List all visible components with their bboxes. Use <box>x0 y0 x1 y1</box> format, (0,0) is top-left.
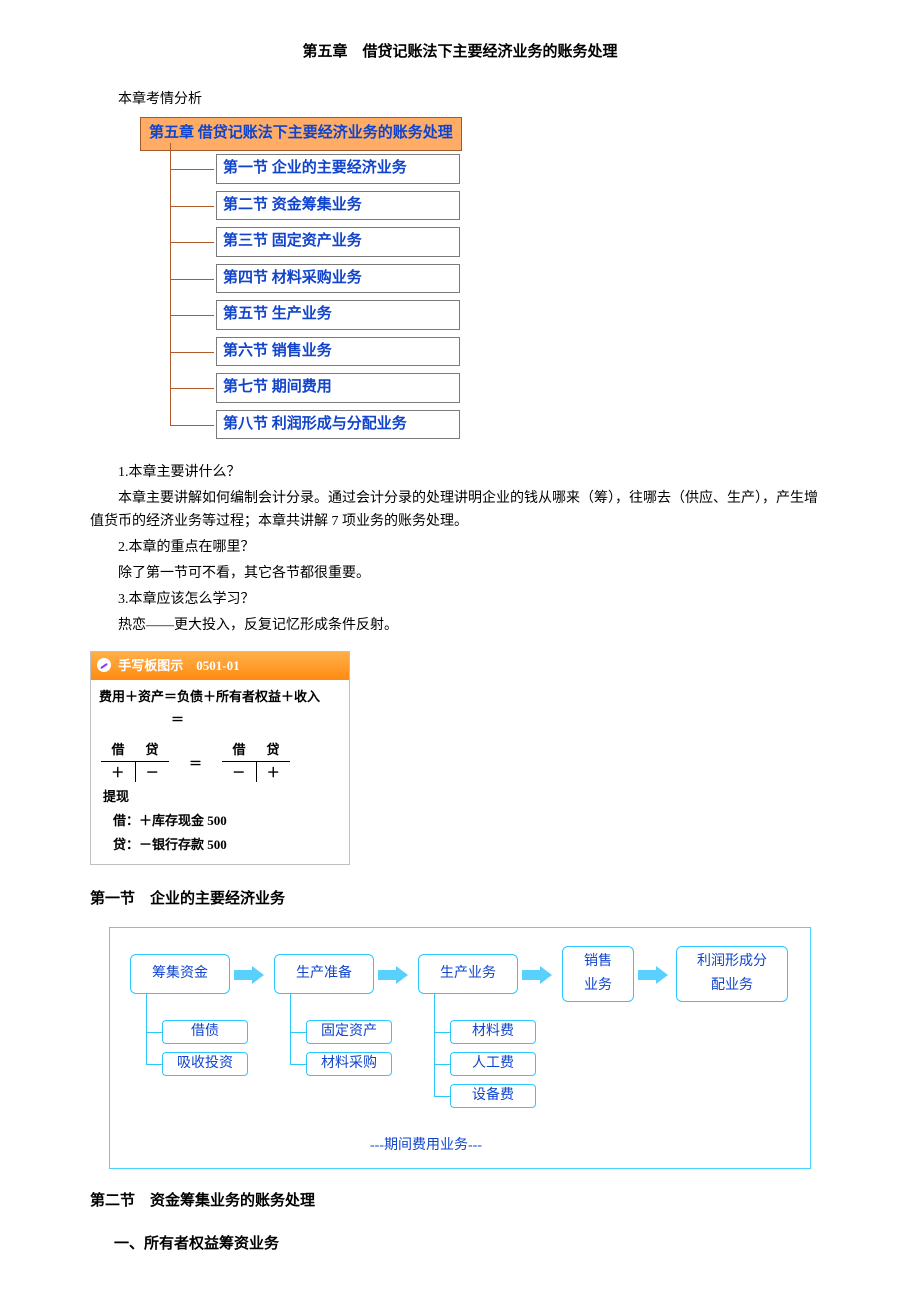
section-2-1-title: 一、所有者权益筹资业务 <box>114 1232 830 1258</box>
outline-root-box: 第五章 借贷记账法下主要经济业务的账务处理 <box>140 117 462 151</box>
handwriting-body: 费用＋资产＝负债＋所有者权益＋收入 ＝ 借 贷 ＋ － ＝ 借 贷 <box>91 680 349 864</box>
flow-subnode: 吸收投资 <box>162 1052 248 1076</box>
entry-cr: 贷：－银行存款 500 <box>113 834 341 856</box>
t-cr-sign: － <box>136 762 170 782</box>
section-1-title: 第一节 企业的主要经济业务 <box>90 887 830 913</box>
equals-center: ＝ <box>171 709 341 731</box>
flow-arrow-icon <box>234 966 264 984</box>
t-account-right: 借 贷 － ＋ <box>222 739 290 782</box>
outline-children: 第一节 企业的主要经济业务 第二节 资金筹集业务 第三节 固定资产业务 第四节 … <box>170 151 830 443</box>
flow-node-raise: 筹集资金 <box>130 954 230 994</box>
business-flow-diagram: 筹集资金 生产准备 生产业务 销售 业务利润形成分 配业务借债吸收投资 固定资产材料采购… <box>109 927 811 1169</box>
t-dr-sign: ＋ <box>101 762 136 782</box>
flow-arrow-icon <box>638 966 668 984</box>
t-cr-label: 贷 <box>135 739 169 761</box>
outline-item: 第六节 销售业务 <box>216 337 460 367</box>
chapter-outline: 第五章 借贷记账法下主要经济业务的账务处理 第一节 企业的主要经济业务 第二节 … <box>140 117 830 443</box>
flow-connector <box>290 1064 306 1065</box>
flow-subnode: 借债 <box>162 1020 248 1044</box>
outline-item: 第一节 企业的主要经济业务 <box>216 154 460 184</box>
flow-subnode: 设备费 <box>450 1084 536 1108</box>
t-dr-sign: － <box>222 762 257 782</box>
outline-item: 第二节 资金筹集业务 <box>216 191 460 221</box>
flow-subnode: 材料采购 <box>306 1052 392 1076</box>
flow-connector <box>146 1064 162 1065</box>
a3: 热恋——更大投入，反复记忆形成条件反射。 <box>90 614 830 638</box>
page-title: 第五章 借贷记账法下主要经济业务的账务处理 <box>90 40 830 66</box>
flow-connector <box>290 994 291 1064</box>
entry-dr: 借：＋库存现金 500 <box>113 810 341 832</box>
a1: 本章主要讲解如何编制会计分录。通过会计分录的处理讲明企业的钱从哪来（筹），往哪去… <box>90 487 830 535</box>
flow-arrow-icon <box>522 966 552 984</box>
t-account-left: 借 贷 ＋ － <box>101 739 169 782</box>
section-2-title: 第二节 资金筹集业务的账务处理 <box>90 1189 830 1215</box>
flow-subnode: 人工费 <box>450 1052 536 1076</box>
t-accounts-row: 借 贷 ＋ － ＝ 借 贷 － ＋ <box>101 739 341 782</box>
handwriting-panel: 手写板图示 0501-01 费用＋资产＝负债＋所有者权益＋收入 ＝ 借 贷 ＋ … <box>90 651 350 865</box>
flow-connector <box>434 1096 450 1097</box>
flow-subnode: 材料费 <box>450 1020 536 1044</box>
a2: 除了第一节可不看，其它各节都很重要。 <box>90 562 830 586</box>
flow-connector <box>146 994 147 1064</box>
t-dr-label: 借 <box>101 739 135 761</box>
flow-connector <box>434 994 435 1096</box>
flow-node-profit: 利润形成分 配业务 <box>676 946 788 1002</box>
handwriting-header-text: 手写板图示 0501-01 <box>118 658 239 673</box>
t-dr-label: 借 <box>222 739 256 761</box>
flow-footer-label: ---期间费用业务--- <box>370 1134 482 1158</box>
outline-item: 第五节 生产业务 <box>216 300 460 330</box>
intro-heading: 本章考情分析 <box>90 88 830 112</box>
flow-arrow-icon <box>378 966 408 984</box>
handwriting-header: 手写板图示 0501-01 <box>91 652 349 680</box>
flow-node-sale: 销售 业务 <box>562 946 634 1002</box>
flow-connector <box>434 1064 450 1065</box>
flow-node-prep: 生产准备 <box>274 954 374 994</box>
t-cr-label: 贷 <box>256 739 290 761</box>
outline-item: 第三节 固定资产业务 <box>216 227 460 257</box>
q1: 1.本章主要讲什么？ <box>90 461 830 485</box>
accounting-equation: 费用＋资产＝负债＋所有者权益＋收入 <box>99 686 341 708</box>
t-between-equals: ＝ <box>189 745 202 775</box>
t-cr-sign: ＋ <box>257 762 291 782</box>
flow-connector <box>290 1032 306 1033</box>
flow-subnode: 固定资产 <box>306 1020 392 1044</box>
outline-item: 第八节 利润形成与分配业务 <box>216 410 460 440</box>
flow-node-prod: 生产业务 <box>418 954 518 994</box>
outline-item: 第四节 材料采购业务 <box>216 264 460 294</box>
q2: 2.本章的重点在哪里？ <box>90 536 830 560</box>
example-title: 提现 <box>103 786 341 808</box>
pencil-icon <box>97 658 111 672</box>
flow-connector <box>146 1032 162 1033</box>
flow-connector <box>434 1032 450 1033</box>
outline-item: 第七节 期间费用 <box>216 373 460 403</box>
q3: 3.本章应该怎么学习？ <box>90 588 830 612</box>
